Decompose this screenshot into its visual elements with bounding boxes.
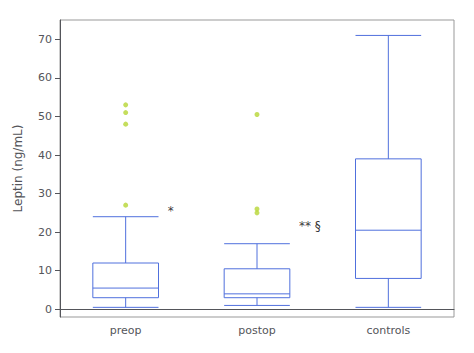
svg-text:60: 60 <box>38 71 52 84</box>
svg-text:70: 70 <box>38 33 52 46</box>
svg-text:*: * <box>168 204 174 218</box>
svg-text:20: 20 <box>38 226 52 239</box>
svg-text:40: 40 <box>38 149 52 162</box>
svg-text:controls: controls <box>366 324 410 337</box>
svg-text:preop: preop <box>110 324 142 337</box>
svg-text:50: 50 <box>38 110 52 123</box>
svg-text:** §: ** § <box>299 219 321 233</box>
svg-text:Leptin (ng/mL): Leptin (ng/mL) <box>11 125 25 213</box>
svg-text:0: 0 <box>45 303 52 316</box>
svg-text:postop: postop <box>238 324 275 337</box>
svg-text:10: 10 <box>38 264 52 277</box>
svg-text:30: 30 <box>38 187 52 200</box>
